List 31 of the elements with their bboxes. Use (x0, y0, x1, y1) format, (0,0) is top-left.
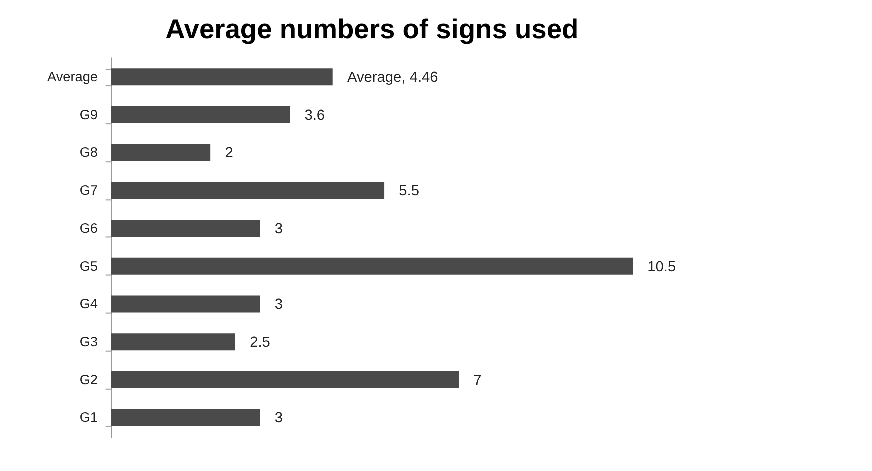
y-tick-label: G5 (80, 258, 98, 274)
data-label: Average, 4.46 (347, 70, 438, 86)
data-label: 3.6 (304, 108, 326, 124)
bar (111, 182, 385, 200)
y-tick-label: G3 (80, 334, 98, 350)
y-tick-label: G2 (80, 372, 98, 388)
data-label: 3 (274, 410, 284, 427)
y-tick-label: Average (47, 70, 98, 85)
data-label: 2.5 (250, 334, 270, 351)
bar (111, 106, 290, 124)
chart-title: Average numbers of signs used (166, 14, 579, 45)
y-tick-label: G7 (80, 183, 98, 198)
bar (111, 371, 460, 388)
y-tick-label: G6 (80, 220, 98, 236)
data-label: 3 (274, 221, 284, 238)
data-label: 3 (274, 297, 284, 314)
data-label: 10.5 (648, 259, 676, 276)
bar (111, 68, 333, 86)
y-tick-label: G4 (80, 296, 98, 312)
y-tick-label: G9 (80, 107, 98, 122)
bar (111, 296, 260, 313)
bar (111, 144, 211, 162)
data-label: 5.5 (399, 184, 420, 200)
bar (111, 258, 634, 275)
y-tick-label: G8 (80, 145, 98, 160)
data-label: 7 (474, 372, 482, 389)
bar (111, 220, 260, 238)
data-label: 2 (225, 146, 234, 162)
bar (111, 334, 236, 351)
y-tick-label: G1 (80, 410, 98, 426)
bar (111, 409, 260, 426)
